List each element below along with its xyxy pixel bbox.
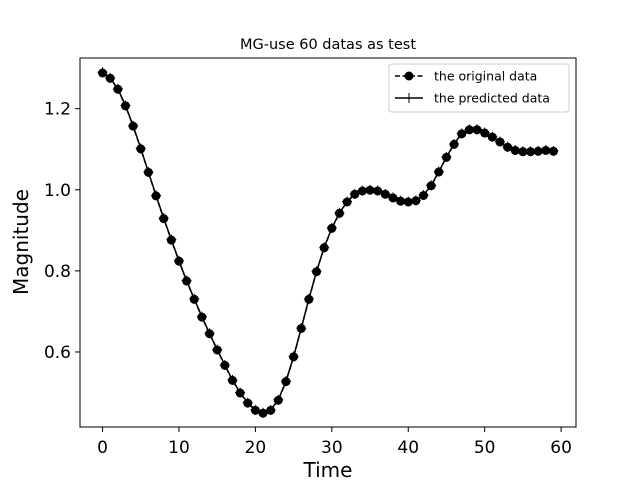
data-point — [242, 397, 253, 408]
x-tick-label: 50 — [474, 438, 496, 458]
data-point — [303, 293, 314, 304]
y-tick-label: 1.2 — [44, 100, 71, 120]
data-point — [135, 143, 146, 154]
data-point — [540, 145, 551, 156]
data-point — [441, 151, 452, 162]
data-point — [273, 394, 284, 405]
data-point — [326, 222, 337, 233]
data-point — [449, 138, 460, 149]
data-point — [258, 407, 269, 418]
y-axis: 0.6 0.8 1.0 1.2 — [44, 100, 80, 363]
x-tick-label: 20 — [245, 438, 267, 458]
data-point — [212, 344, 223, 355]
data-point — [151, 190, 162, 201]
data-point — [235, 387, 246, 398]
data-point — [349, 188, 360, 199]
data-point — [112, 83, 123, 94]
legend: the original data the predicted data — [388, 63, 570, 113]
data-point — [181, 275, 192, 286]
legend-original-marker — [404, 71, 414, 81]
data-point — [105, 72, 116, 83]
data-point — [97, 67, 108, 78]
x-axis-label: Time — [303, 458, 353, 480]
data-point — [494, 136, 505, 147]
data-point — [487, 131, 498, 142]
data-point — [365, 184, 376, 195]
y-tick-label: 0.8 — [44, 262, 71, 282]
data-point — [189, 293, 200, 304]
data-point — [395, 195, 406, 206]
data-point — [426, 180, 437, 191]
data-point — [372, 185, 383, 196]
data-point — [158, 213, 169, 224]
x-tick-label: 30 — [321, 438, 343, 458]
plot-area — [97, 67, 559, 418]
data-point — [166, 234, 177, 245]
data-point — [510, 145, 521, 156]
x-tick-label: 40 — [397, 438, 419, 458]
data-point — [227, 374, 238, 385]
axes-frame — [79, 57, 577, 428]
y-tick-label: 1.0 — [44, 181, 71, 201]
y-tick-label: 0.6 — [44, 343, 71, 363]
data-point — [280, 376, 291, 387]
data-point — [548, 145, 559, 156]
data-point — [311, 266, 322, 277]
data-point — [250, 404, 261, 415]
x-tick-label: 10 — [168, 438, 190, 458]
data-point — [173, 255, 184, 266]
data-point — [418, 190, 429, 201]
data-point — [204, 328, 215, 339]
data-point — [410, 195, 421, 206]
data-point — [296, 323, 307, 334]
data-point — [502, 141, 513, 152]
data-point — [403, 196, 414, 207]
data-point — [456, 128, 467, 139]
data-point — [334, 207, 345, 218]
legend-box — [388, 63, 570, 113]
legend-label-predicted: the predicted data — [434, 91, 550, 106]
data-point — [479, 127, 490, 138]
data-point — [143, 166, 154, 177]
data-point — [472, 124, 483, 135]
data-point — [219, 359, 230, 370]
series-line-1 — [102, 71, 554, 414]
data-point — [265, 404, 276, 415]
data-point — [380, 188, 391, 199]
data-point — [433, 166, 444, 177]
data-point — [357, 185, 368, 196]
data-point — [288, 351, 299, 362]
legend-label-original: the original data — [434, 69, 537, 84]
chart-title: MG-use 60 datas as test — [240, 37, 416, 53]
data-point — [387, 192, 398, 203]
data-point — [533, 145, 544, 156]
x-axis: 0 10 20 30 40 50 60 — [97, 427, 572, 458]
data-point — [342, 196, 353, 207]
y-axis-label: Magnitude — [9, 189, 33, 295]
data-point — [319, 242, 330, 253]
data-point — [196, 311, 207, 322]
data-point — [120, 100, 131, 111]
x-tick-label: 60 — [550, 438, 572, 458]
data-point — [128, 120, 139, 131]
x-tick-label: 0 — [97, 438, 108, 458]
